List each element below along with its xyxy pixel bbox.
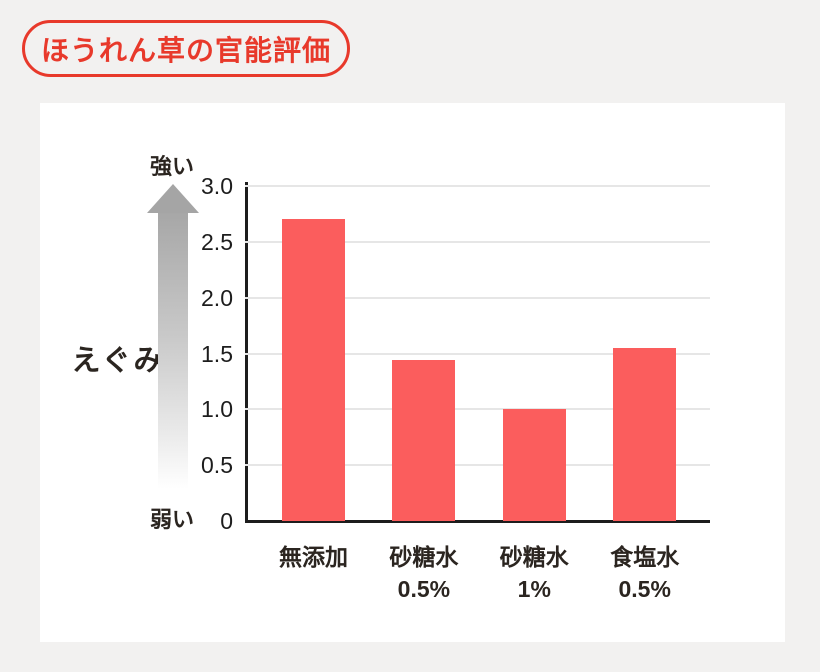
y-tick-label: 0 [220, 508, 233, 534]
x-category-label-line: 0.5% [618, 576, 671, 602]
y-tick-label: 1.5 [201, 340, 233, 367]
gridline [245, 240, 710, 243]
up-arrow-icon [147, 184, 199, 213]
gridline [245, 408, 710, 411]
gridline [245, 352, 710, 355]
x-category-label-line: 無添加 [279, 544, 348, 570]
x-category-label-line: 1% [517, 576, 551, 602]
chart-card: えぐみ 強い 弱い 0 0.5 1.0 1.5 2.0 2.5 3.0 無添加 砂糖水 0.5% 砂… [40, 103, 785, 642]
y-tick-label: 2.5 [201, 228, 233, 255]
x-category-label-line: 0.5% [397, 576, 451, 602]
gridline [245, 185, 710, 187]
y-tick-label: 2.0 [201, 284, 233, 311]
y-axis-concept-label: えぐみ [71, 345, 165, 377]
x-category-label-line: 砂糖水 [389, 544, 459, 570]
bar-0 [282, 219, 345, 521]
x-axis-line [245, 520, 710, 523]
bar-2 [502, 409, 566, 521]
x-category-label: 食塩水 0.5% [575, 541, 715, 605]
x-category-label: 砂糖水 1% [464, 541, 604, 605]
y-tick-label: 1.0 [201, 396, 233, 423]
x-category-label-line: 砂糖水 [499, 544, 569, 570]
title-badge: ほうれん草の官能評価 [22, 20, 350, 77]
up-arrow-shaft [158, 213, 188, 489]
page-title: ほうれん草の官能評価 [40, 34, 331, 66]
plot-area: 0 0.5 1.0 1.5 2.0 2.5 3.0 無添加 砂糖水 0.5% 砂糖水 1% 食塩水 0.5… [201, 173, 710, 602]
y-axis-weak-label: 弱い [149, 507, 194, 532]
x-category-label: 無添加 [244, 541, 384, 573]
bar-1 [392, 360, 456, 521]
x-category-label-line: 食塩水 [610, 544, 680, 570]
gridline [245, 464, 710, 467]
y-tick-label: 3.0 [201, 173, 233, 199]
y-tick-label: 0.5 [201, 452, 233, 479]
y-axis-strong-label: 強い [149, 154, 194, 179]
gridline [245, 296, 710, 299]
x-category-label: 砂糖水 0.5% [354, 541, 494, 605]
y-axis-line [245, 182, 248, 521]
bar-3 [613, 348, 677, 521]
